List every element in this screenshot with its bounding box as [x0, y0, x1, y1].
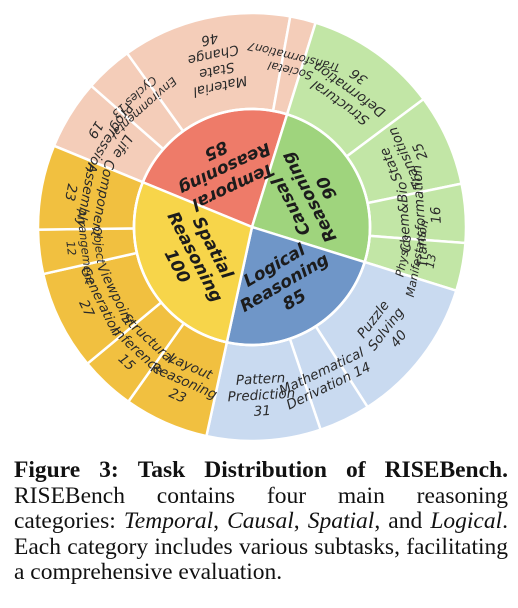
caption-category-temporal: Temporal — [123, 508, 214, 534]
subtask-label-line: Prediction — [227, 386, 295, 406]
subtask-label-line: Pattern — [235, 370, 285, 389]
subtask-label-line: Chem&Bio — [394, 181, 415, 253]
subtask-label-line: 46 — [199, 29, 219, 48]
figure-caption: Figure 3: Task Distribution of RISEBench… — [14, 457, 509, 586]
caption-sep-3: , and — [374, 508, 431, 534]
subtask-label-line: 23 — [166, 385, 188, 407]
figure-label: Figure 3: — [14, 457, 119, 483]
subtask-label-puzzle-solving: PuzzleSolving40 — [352, 295, 420, 364]
subtask-label-line: 13 — [423, 253, 439, 270]
caption-text-2: . Each category includes various subtask… — [14, 508, 509, 585]
caption-category-logical: Logical — [430, 508, 503, 534]
caption-category-spatial: Spatial — [307, 508, 375, 534]
caption-sep-2: , — [293, 508, 308, 534]
subtask-label-line: 23 — [61, 182, 80, 202]
subtask-label-line: 16 — [428, 206, 445, 224]
subtask-label-chem-and-bio-transformation: Chem&BioTransformation16 — [393, 163, 448, 268]
subtask-label-line: Transformation — [409, 164, 432, 267]
subtask-label-pattern-prediction: PatternPrediction31 — [226, 370, 296, 422]
sunburst-chart: TemporalReasoning85 LifeProgression19 Envi… — [36, 11, 468, 443]
subtask-label-line: 31 — [253, 403, 271, 420]
caption-category-causal: Causal — [227, 508, 294, 534]
outer-ring — [36, 11, 468, 443]
inner-ring-border — [132, 107, 372, 347]
subtask-label-line: Object — [90, 226, 108, 265]
subtask-label-line: 25 — [410, 140, 432, 162]
caption-text-1: RISEBench contains four main reasoning c… — [14, 482, 508, 534]
subtask-label-line: 12 — [63, 240, 79, 256]
figure-title: Task Distribution of RISEBench. — [137, 457, 508, 483]
subtask-label-line: 19 — [84, 118, 107, 141]
caption-sep-1: , — [213, 508, 228, 534]
subtask-label-line: State — [197, 58, 235, 81]
subtask-label-line: 27 — [75, 297, 97, 320]
